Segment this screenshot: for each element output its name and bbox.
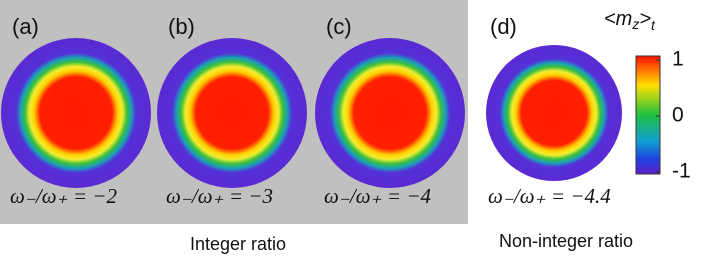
panel-letter: (b) (168, 14, 195, 39)
ratio-label: ω₋/ω₊ = −4 (324, 184, 431, 208)
colorbar-label: <mz>t (604, 8, 656, 32)
colorbar-tick-label: 0 (672, 104, 684, 127)
panel-letter: (c) (326, 14, 352, 39)
panel-letter: (a) (12, 14, 39, 39)
disk (315, 38, 465, 188)
disk (157, 38, 307, 188)
disk (1, 38, 151, 188)
group-label: Integer ratio (190, 234, 286, 254)
colorbar-tick-label: -1 (672, 160, 691, 183)
ratio-label: ω₋/ω₊ = −2 (10, 184, 117, 208)
disk (486, 45, 622, 181)
ratio-label: ω₋/ω₊ = −4.4 (488, 184, 611, 208)
ratio-label: ω₋/ω₊ = −3 (166, 184, 273, 208)
panel-letter: (d) (490, 14, 517, 39)
colorbar-tick-label: 1 (672, 48, 684, 71)
group-label: Non-integer ratio (499, 231, 633, 251)
colorbar (635, 55, 661, 175)
